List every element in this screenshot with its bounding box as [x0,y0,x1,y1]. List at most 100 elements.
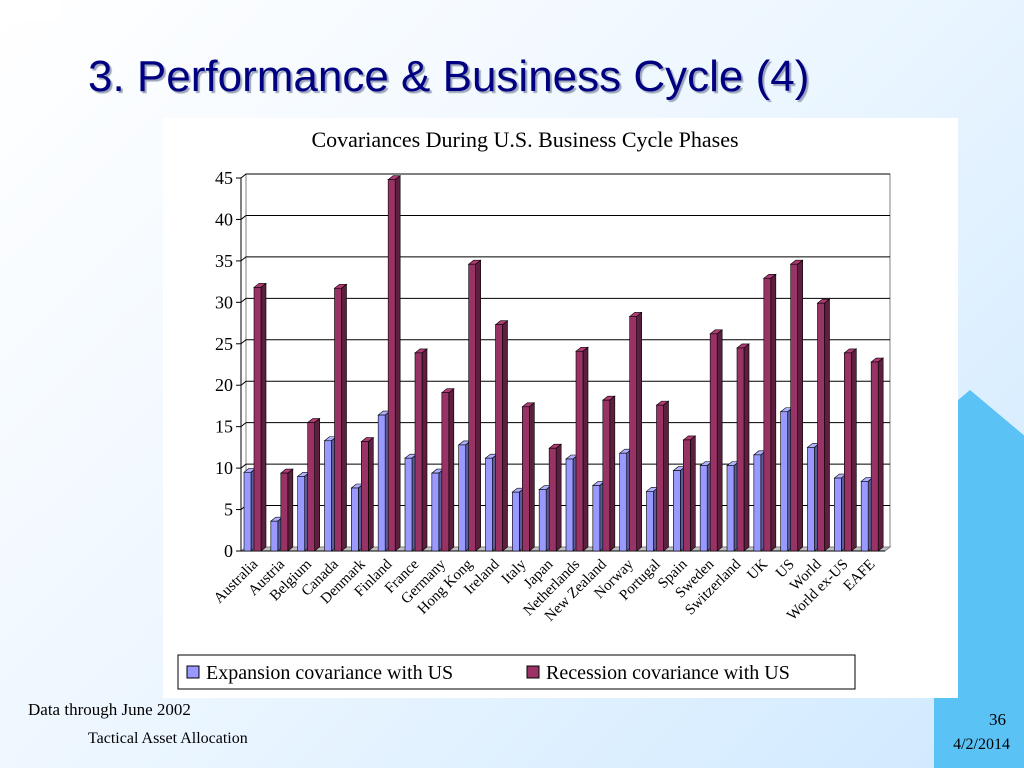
bar-recession-6 [414,348,428,552]
data-footnote: Data through June 2002 [28,700,191,719]
bar-front [280,472,289,552]
bar-recession-19 [762,273,777,552]
bar-side [690,435,696,552]
bar-side [368,436,374,552]
bar-side [394,175,401,552]
bar-front [512,491,520,552]
bar-front [790,263,798,552]
gridline [240,463,890,469]
bar-recession-10 [521,402,536,552]
bar-front [736,347,745,552]
bar-front [807,447,815,552]
gridline [240,297,890,303]
legend-box [177,654,856,690]
bar-front [404,457,413,552]
bar-front [522,406,530,552]
covariance-bar-chart: Covariances During U.S. Business Cycle P… [177,127,892,690]
bar-front [431,472,440,552]
bar-front [602,399,611,552]
bar-recession-12 [575,346,589,552]
bar-front [565,458,574,552]
bar-side [770,273,777,552]
bar-recession-20 [789,259,804,552]
bar-front [726,465,735,552]
bar-front [270,520,279,552]
y-tick-label: 35 [215,251,233,271]
bar-side [314,417,320,552]
bar-front [414,352,423,552]
bar-front [763,277,772,552]
bar-front [656,404,664,552]
bar-front [592,485,601,552]
chart-legend: Expansion covariance with US Recession co… [177,654,856,690]
bar-side [797,259,803,552]
bar-front [699,465,708,552]
legend-swatch-1 [526,665,540,679]
bar-front [870,361,879,552]
bar-side [260,282,267,552]
gridline [240,256,890,262]
bar-recession-1 [279,468,294,552]
bar-recession-8 [467,259,482,552]
bar-side [636,311,642,552]
bar-front [817,302,825,552]
slide-date: 4/2/2014 [953,736,1010,753]
bar-front [538,489,547,552]
bar-recession-16 [682,435,697,552]
bar-side [341,283,347,552]
bar-recession-11 [548,443,563,552]
bar-front [387,179,396,552]
gridline [240,380,890,386]
slide-title: 3. Performance & Business Cycle (4) [88,52,810,101]
bar-front [673,470,681,552]
bar-front [377,414,386,552]
bar-front [860,481,869,552]
gridline [240,422,890,428]
bar-side [502,320,508,552]
chart-panel: Covariances During U.S. Business Cycle P… [163,118,958,698]
bar-front [458,444,466,552]
y-tick-label: 45 [215,168,233,188]
bar-front [753,454,762,552]
legend-label-1: Recession covariance with US [546,662,790,684]
bar-front [834,477,842,552]
bar-front [485,457,493,552]
bar-front [361,441,369,552]
y-tick-label: 5 [224,500,233,520]
y-tick-label: 40 [215,209,233,229]
y-tick-label: 20 [215,375,233,395]
corner-decoration [0,0,60,20]
gridline [240,173,890,179]
bar-front [646,491,654,552]
bar-front [351,487,359,552]
bar-recession-23 [870,357,885,552]
bar-front [629,316,637,552]
footer-course-title: Tactical Asset Allocation [88,730,248,747]
bar-recession-21 [816,298,831,552]
bar-front [297,476,305,552]
bar-side [555,443,562,552]
y-tick-label: 30 [215,292,233,312]
bar-front [709,333,718,552]
bar-side [421,348,428,552]
bar-side [663,400,669,552]
bar-recession-0 [253,282,267,552]
bar-recession-4 [360,436,375,552]
bar-recession-3 [333,283,348,552]
bar-recession-5 [387,175,402,552]
bar-front [441,392,450,552]
y-tick-label: 25 [215,334,233,354]
bar-recession-2 [306,417,321,552]
bar-side [529,402,535,552]
bar-front [575,350,584,552]
x-tick-label: UK [744,556,771,583]
bar-recession-15 [655,400,670,552]
legend-swatch-0 [186,665,200,679]
bar-front [243,471,252,552]
bar-front [844,352,852,552]
legend-label-0: Expansion covariance with US [206,662,453,684]
bar-front [334,287,342,552]
bar-side [877,357,884,552]
y-tick-label: 10 [215,458,233,478]
bar-front [495,324,503,552]
